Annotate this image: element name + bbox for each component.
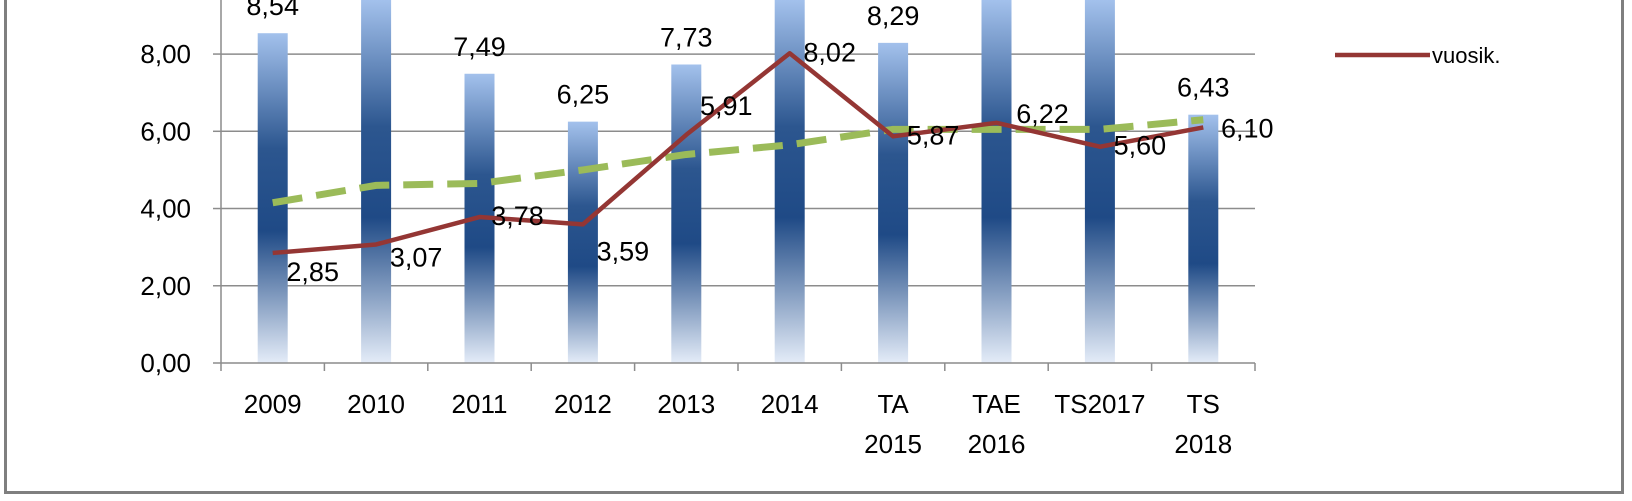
data-labels: 8,54 7,49 6,25 7,73 8,29 6,43 2,85 3,07 3,78 3,59… <box>246 0 1273 287</box>
line-data-label: 3,78 <box>491 201 544 231</box>
y-tick-label: 4,00 <box>140 194 191 224</box>
vuosik-line <box>272 51 1204 256</box>
line-data-label: 3,07 <box>390 242 443 272</box>
line-data-label: 5,60 <box>1114 131 1167 161</box>
x-tick-label: TS2017 <box>1054 389 1145 419</box>
bar <box>981 0 1012 363</box>
y-tick-label: 6,00 <box>140 116 191 146</box>
x-tick-label: TS 2018 <box>1174 389 1232 459</box>
axes: 0,00 2,00 4,00 6,00 8,00 2009 2010 2011 2012 2013… <box>140 0 1256 459</box>
bar <box>1084 0 1115 363</box>
bar-data-label: 8,54 <box>246 0 299 21</box>
line-series-vuosik <box>272 51 1204 256</box>
bar-data-label: 6,43 <box>1177 73 1230 103</box>
line-data-label: 3,59 <box>597 236 650 266</box>
line-data-label: 5,91 <box>700 91 753 121</box>
bar <box>1188 114 1219 363</box>
bar-data-label: 8,29 <box>867 1 920 31</box>
gridlines <box>221 53 1255 287</box>
trend-series <box>272 116 1204 207</box>
bar-series <box>257 0 1219 364</box>
line-data-label: 5,87 <box>907 120 960 150</box>
bar-data-label: 6,25 <box>557 80 610 110</box>
bar <box>878 42 909 363</box>
bar <box>671 64 702 364</box>
x-tick-label: 2012 <box>554 389 612 419</box>
x-tick-label: 2009 <box>244 389 302 419</box>
legend: vuosik. <box>1335 43 1500 68</box>
bar-data-label: 7,73 <box>660 22 713 52</box>
line-data-label: 6,10 <box>1221 113 1274 143</box>
line-data-label: 2,85 <box>286 257 339 287</box>
x-tick-label: 2011 <box>452 389 508 419</box>
x-tick-label: 2013 <box>657 389 715 419</box>
bar <box>567 121 598 363</box>
x-tick-label: TA 2015 <box>864 389 922 459</box>
y-tick-label: 2,00 <box>140 271 191 301</box>
line-data-label: 8,02 <box>803 37 856 67</box>
bar <box>361 0 392 363</box>
y-tick-label: 8,00 <box>140 39 191 69</box>
trend-line <box>272 116 1204 207</box>
line-data-label: 6,22 <box>1016 99 1069 129</box>
x-tick-label: 2014 <box>761 389 819 419</box>
x-tick-label: TAE 2016 <box>968 389 1026 459</box>
bar-data-label: 7,49 <box>453 32 506 62</box>
y-tick-label: 0,00 <box>140 348 191 378</box>
x-tick-label: 2010 <box>347 389 405 419</box>
legend-label-vuosik: vuosik. <box>1432 43 1500 68</box>
